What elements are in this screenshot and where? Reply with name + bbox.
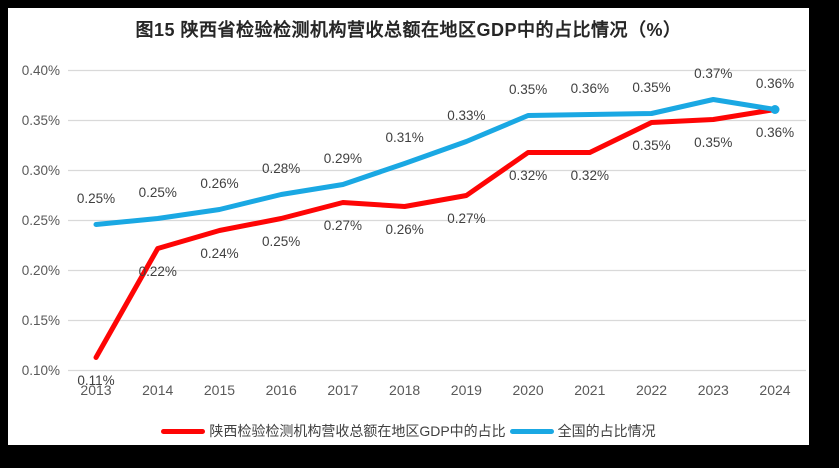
national-series-end-marker (770, 105, 780, 114)
y-axis-tick-label: 0.20% (22, 263, 60, 278)
national-data-label: 0.28% (262, 161, 300, 176)
national-data-label: 0.25% (77, 191, 115, 206)
shaanxi-data-label: 0.32% (571, 168, 609, 183)
x-axis-year-label: 2024 (759, 382, 790, 398)
x-axis-year-label: 2014 (142, 382, 173, 398)
x-axis-year-label: 2017 (327, 382, 358, 398)
legend-swatch-red-line-icon (161, 428, 206, 434)
shaanxi-data-label: 0.22% (139, 264, 177, 279)
legend-label-national: 全国的占比情况 (557, 423, 656, 439)
x-axis-year-label: 2020 (513, 382, 544, 398)
y-axis-tick-label: 0.25% (22, 213, 60, 228)
x-axis-year-label: 2019 (451, 382, 482, 398)
y-axis-tick-label: 0.30% (22, 163, 60, 178)
national-data-label: 0.37% (694, 66, 732, 81)
x-axis-year-label: 2018 (389, 382, 420, 398)
y-axis-tick-label: 0.10% (22, 363, 60, 378)
y-axis-tick-label: 0.40% (22, 63, 60, 78)
x-axis-year-label: 2021 (574, 382, 605, 398)
shaanxi-series-line (93, 107, 778, 360)
shaanxi-data-label: 0.32% (509, 168, 547, 183)
x-axis-year-label: 2015 (204, 382, 235, 398)
shaanxi-data-label: 0.36% (756, 125, 794, 140)
shaanxi-data-label: 0.27% (447, 211, 485, 226)
shaanxi-data-label: 0.27% (324, 218, 362, 233)
chart-legend: 陕西检验检测机构营收总额在地区GDP中的占比 全国的占比情况 (8, 421, 809, 441)
y-axis-tick-label: 0.35% (22, 113, 60, 128)
y-axis-tick-label: 0.15% (22, 313, 60, 328)
x-axis-year-label: 2016 (266, 382, 297, 398)
x-axis-year-label: 2023 (698, 382, 729, 398)
chart-background (8, 8, 809, 445)
legend-label-shaanxi: 陕西检验检测机构营收总额在地区GDP中的占比 (209, 423, 506, 439)
x-axis-year-label: 2013 (80, 382, 111, 398)
national-data-label: 0.29% (324, 151, 362, 166)
national-data-label: 0.26% (200, 176, 238, 191)
national-data-label: 0.35% (509, 82, 547, 97)
x-axis-year-label: 2022 (636, 382, 667, 398)
national-data-label: 0.36% (756, 76, 794, 91)
shaanxi-data-label: 0.25% (262, 234, 300, 249)
legend-item-shaanxi: 陕西检验检测机构营收总额在地区GDP中的占比 (161, 421, 506, 441)
shaanxi-data-label: 0.11% (77, 373, 114, 388)
national-data-label: 0.33% (447, 108, 485, 123)
shaanxi-data-label: 0.35% (694, 135, 732, 150)
legend-swatch-blue-line-icon (509, 428, 554, 434)
shaanxi-data-label: 0.24% (200, 246, 238, 261)
national-data-label: 0.25% (139, 185, 177, 200)
legend-item-national: 全国的占比情况 (509, 421, 656, 441)
national-data-label: 0.36% (571, 81, 609, 96)
national-data-label: 0.35% (632, 80, 670, 95)
national-series-line (93, 97, 778, 227)
chart-title: 图15 陕西省检验检测机构营收总额在地区GDP中的占比情况（%） (135, 20, 682, 40)
shaanxi-data-label: 0.35% (632, 138, 670, 153)
shaanxi-data-label: 0.26% (385, 222, 423, 237)
national-data-label: 0.31% (385, 130, 423, 145)
